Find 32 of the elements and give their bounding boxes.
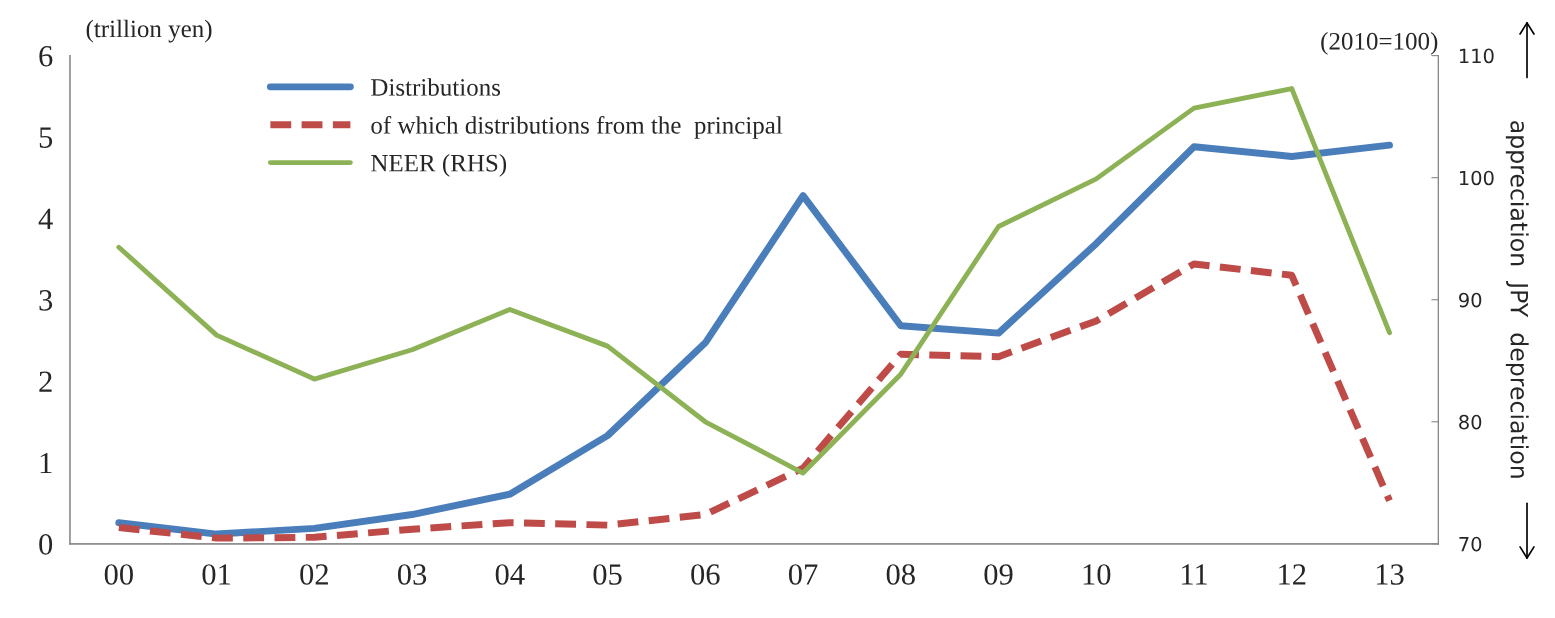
x-tick-label: 00 xyxy=(104,564,133,585)
legend-label: of which distributions from the principal xyxy=(371,115,783,139)
y-tick-label: 4 xyxy=(38,208,53,229)
y2-tick-label: 90 xyxy=(1459,292,1482,308)
y2-tick-label: 100 xyxy=(1459,170,1494,186)
y-tick-label: 6 xyxy=(39,45,53,67)
legend-label: Distributions xyxy=(371,78,501,96)
x-tick-label: 06 xyxy=(691,564,720,585)
y-tick-label: 0 xyxy=(39,534,53,555)
x-tick-label: 10 xyxy=(1083,564,1111,585)
y-tick-label: 1 xyxy=(40,452,52,474)
y-tick-label: 2 xyxy=(39,371,52,392)
y2-tick-label: 110 xyxy=(1459,48,1494,64)
x-tick-label: 03 xyxy=(397,564,427,585)
legend-label: NEER (RHS) xyxy=(371,154,507,177)
x-tick-label: 13 xyxy=(1376,564,1404,585)
x-tick-label: 07 xyxy=(788,564,818,585)
x-tick-label: 08 xyxy=(886,564,915,585)
y-tick-label: 5 xyxy=(39,127,53,148)
y2-tick-label: 70 xyxy=(1459,536,1482,552)
x-tick-label: 02 xyxy=(300,564,328,585)
x-tick-label: 11 xyxy=(1182,564,1207,585)
y2-tick-label: 80 xyxy=(1459,414,1482,430)
y2-axis-title: appreciation JPY depreciation xyxy=(1505,121,1529,478)
x-tick-label: 05 xyxy=(593,564,622,585)
x-tick-label: 09 xyxy=(984,564,1013,585)
x-tick-label: 01 xyxy=(202,564,231,585)
y-tick-label: 3 xyxy=(39,290,53,311)
x-tick-label: 12 xyxy=(1279,564,1306,585)
text: (2010=100) xyxy=(1321,32,1438,55)
text: (trillion yen) xyxy=(86,19,212,43)
x-tick-label: 04 xyxy=(495,564,525,585)
